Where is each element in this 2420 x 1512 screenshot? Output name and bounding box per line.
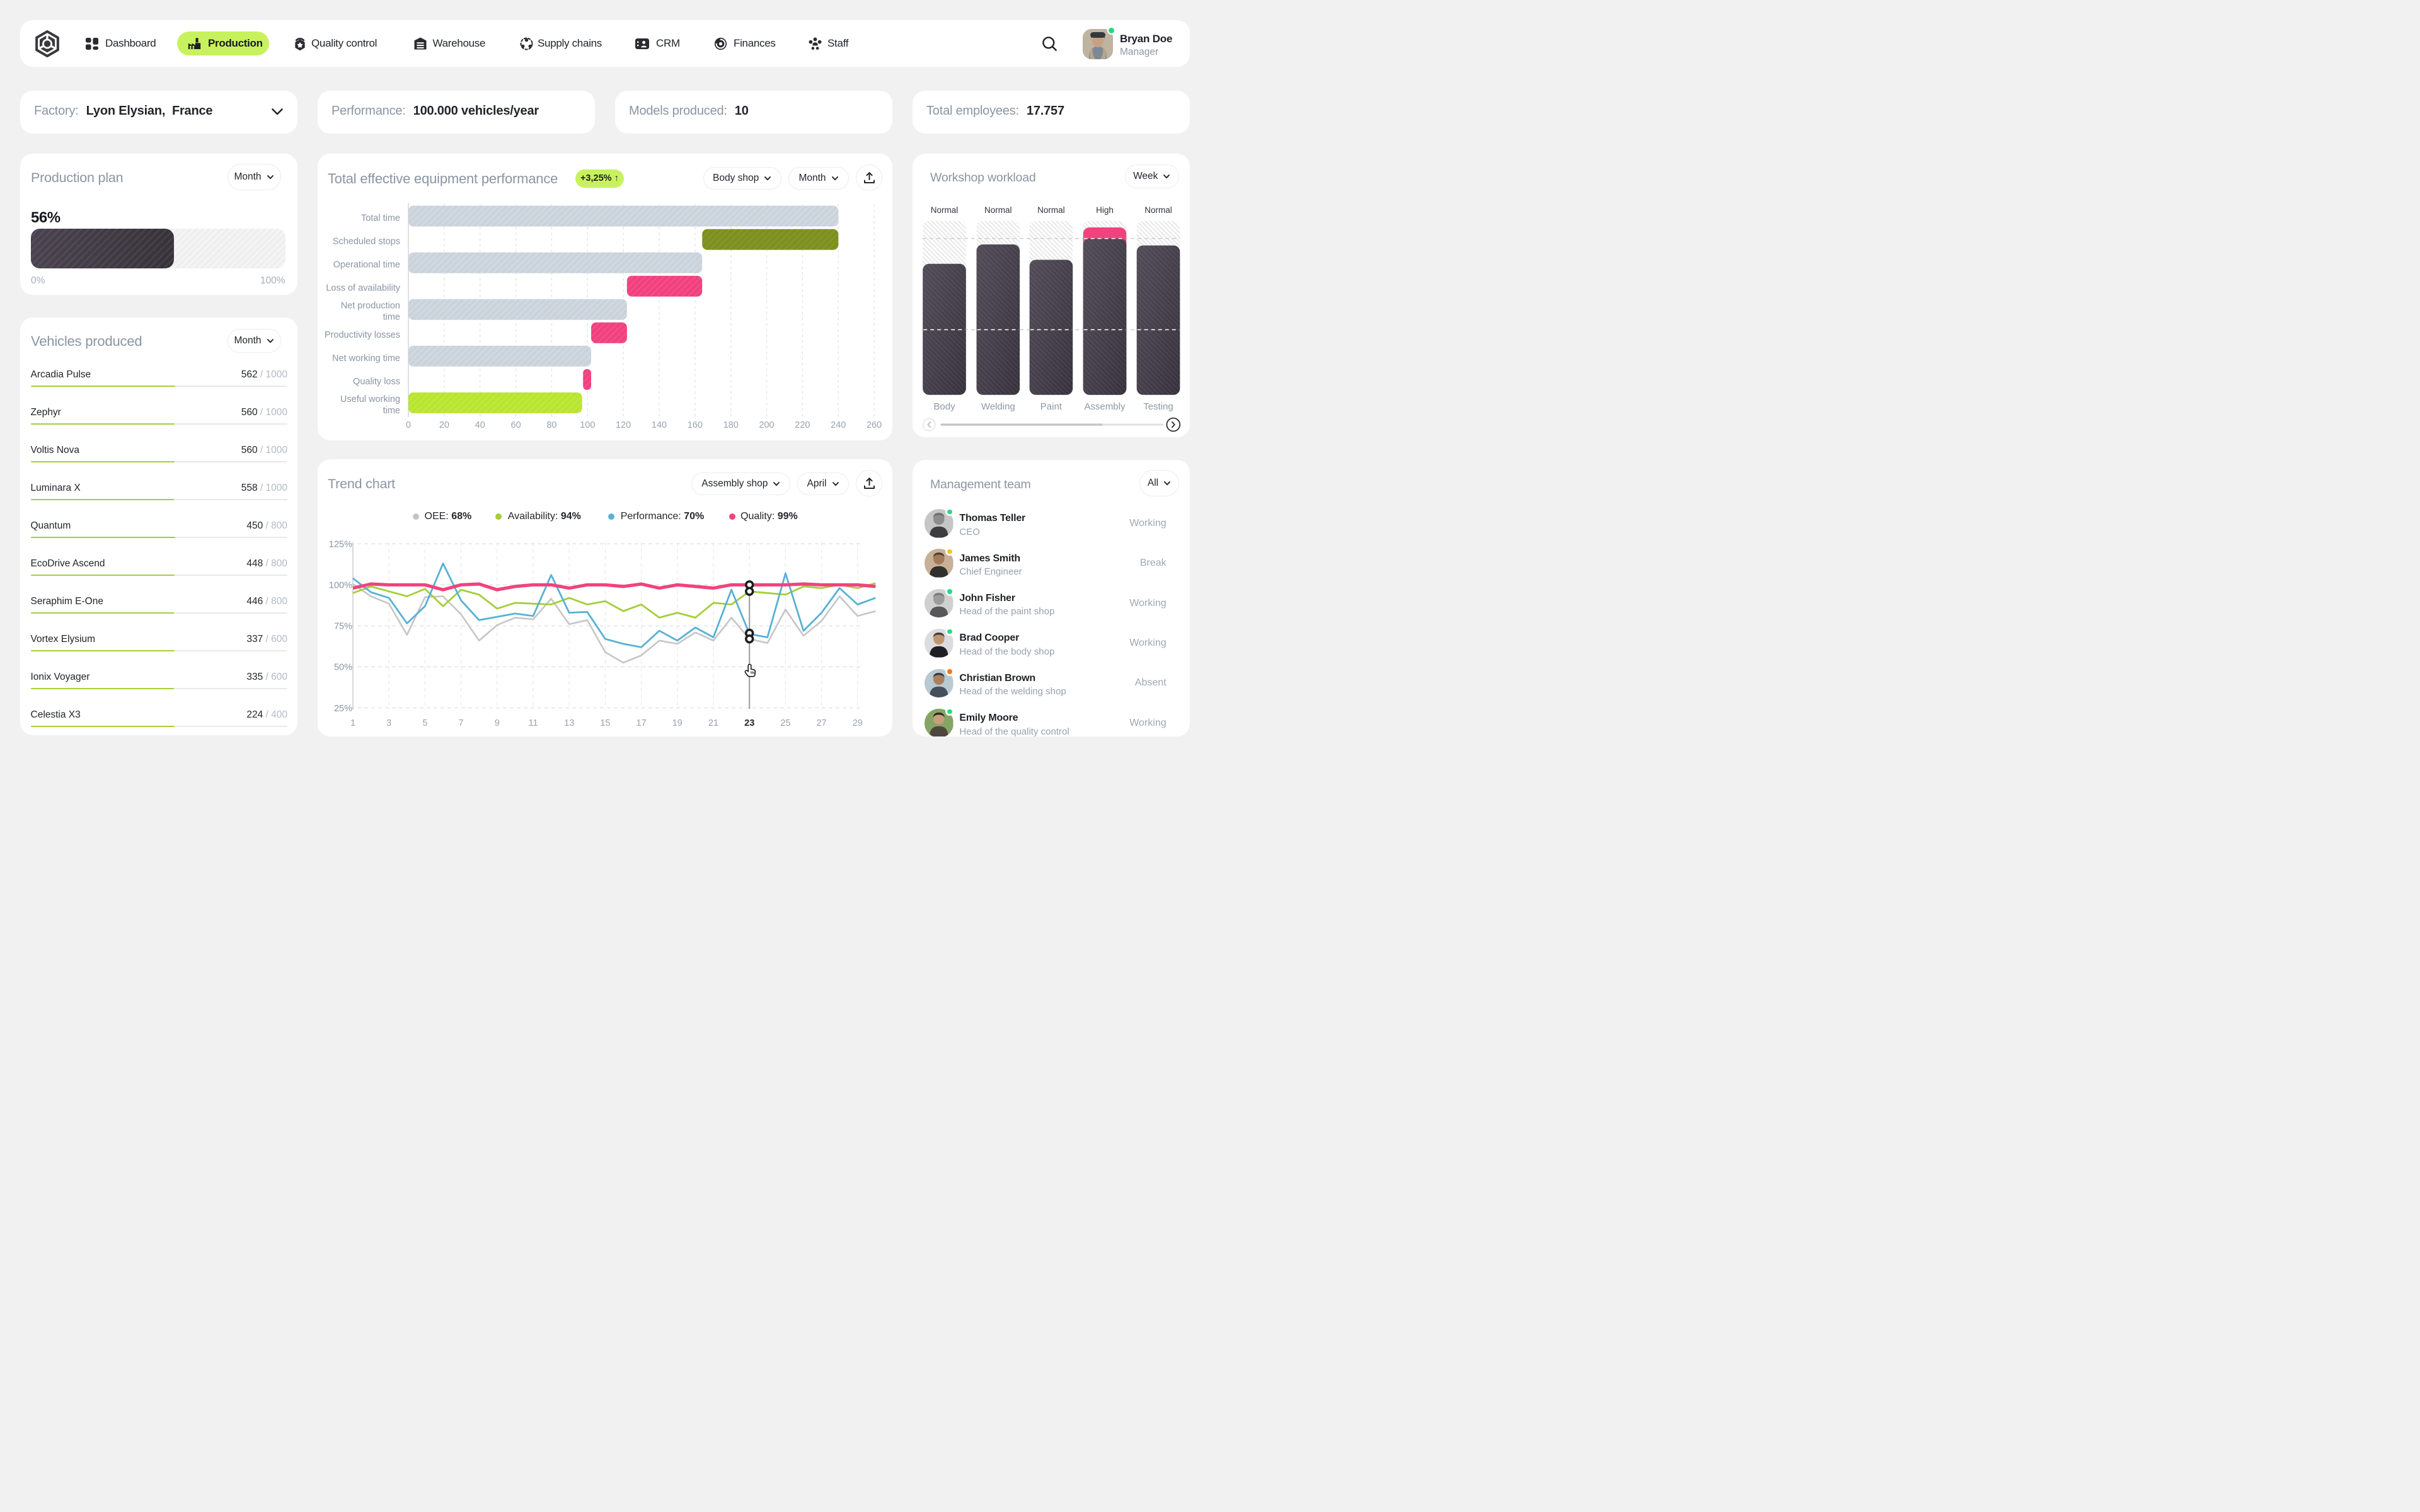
svg-text:25%: 25% — [334, 704, 352, 714]
svg-text:19: 19 — [672, 718, 683, 728]
svg-text:200: 200 — [759, 420, 774, 430]
svg-text:180: 180 — [723, 420, 739, 430]
svg-text:time: time — [383, 312, 400, 323]
svg-text:260: 260 — [867, 420, 882, 430]
svg-text:160: 160 — [688, 420, 703, 430]
svg-text:13: 13 — [564, 718, 574, 728]
svg-text:75%: 75% — [334, 622, 352, 632]
svg-text:Net working time: Net working time — [332, 353, 400, 364]
svg-text:5: 5 — [422, 718, 427, 728]
svg-text:140: 140 — [652, 420, 667, 430]
svg-text:17: 17 — [637, 718, 647, 728]
svg-text:11: 11 — [528, 718, 538, 728]
svg-text:Total time: Total time — [361, 214, 400, 224]
svg-text:100%: 100% — [329, 581, 352, 591]
svg-text:40: 40 — [475, 420, 485, 430]
svg-text:50%: 50% — [334, 663, 352, 673]
svg-text:220: 220 — [795, 420, 810, 430]
svg-text:27: 27 — [817, 718, 827, 728]
svg-text:240: 240 — [831, 420, 846, 430]
svg-text:125%: 125% — [329, 539, 352, 549]
svg-text:100: 100 — [580, 420, 595, 430]
svg-text:29: 29 — [853, 718, 863, 728]
svg-text:9: 9 — [495, 718, 500, 728]
svg-text:23: 23 — [744, 718, 754, 728]
svg-text:1: 1 — [350, 718, 355, 728]
svg-text:15: 15 — [600, 718, 610, 728]
svg-text:Scheduled stops: Scheduled stops — [333, 237, 400, 247]
svg-text:21: 21 — [708, 718, 718, 728]
svg-text:Loss of availability: Loss of availability — [326, 284, 400, 294]
svg-text:7: 7 — [459, 718, 464, 728]
svg-text:20: 20 — [439, 420, 449, 430]
svg-text:0: 0 — [406, 420, 411, 430]
svg-text:3: 3 — [386, 718, 391, 728]
svg-text:time: time — [383, 406, 400, 416]
svg-text:120: 120 — [616, 420, 631, 430]
svg-text:Operational time: Operational time — [333, 260, 400, 270]
svg-text:Net production: Net production — [341, 301, 400, 311]
svg-text:60: 60 — [511, 420, 521, 430]
svg-text:80: 80 — [546, 420, 556, 430]
svg-text:Useful working: Useful working — [340, 394, 400, 404]
svg-text:25: 25 — [780, 718, 790, 728]
svg-text:Productivity losses: Productivity losses — [325, 330, 400, 340]
svg-text:Quality loss: Quality loss — [353, 377, 400, 387]
